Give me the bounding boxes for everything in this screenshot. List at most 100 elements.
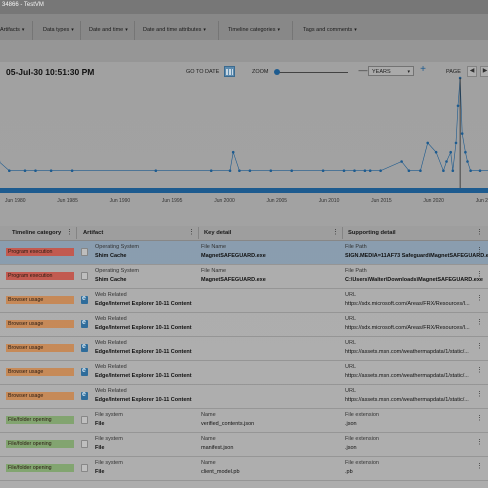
data-point[interactable] <box>342 169 346 172</box>
data-point[interactable] <box>290 169 294 172</box>
key-detail-value: manifest.json <box>201 445 234 451</box>
data-point[interactable] <box>231 150 235 154</box>
calendar-icon[interactable] <box>224 66 235 77</box>
row-more-icon[interactable]: ⋮ <box>476 391 483 398</box>
data-point[interactable] <box>456 104 460 108</box>
artifact-name: File <box>95 421 105 427</box>
timeline-category-badge: Browser usage <box>6 344 74 352</box>
data-point[interactable] <box>434 150 438 154</box>
timeline-axis-band[interactable] <box>0 188 488 193</box>
supporting-detail-label: URL <box>345 388 357 394</box>
data-point[interactable] <box>363 169 367 172</box>
data-point[interactable] <box>478 169 482 172</box>
data-point[interactable] <box>70 169 74 172</box>
row-more-icon[interactable]: ⋮ <box>476 463 483 470</box>
data-point[interactable] <box>400 160 403 163</box>
column-supporting-detail[interactable]: Supporting detail <box>348 230 396 236</box>
key-detail-label: Name <box>201 460 216 466</box>
table-row[interactable]: File/folder opening File system File Name ma… <box>0 433 488 457</box>
supporting-detail-value: .json <box>345 421 357 427</box>
data-point[interactable] <box>426 141 430 145</box>
row-more-icon[interactable]: ⋮ <box>476 439 483 446</box>
filter-date-time-attributes[interactable]: Date and time attributes ▾ <box>143 27 206 33</box>
data-point[interactable] <box>464 150 467 154</box>
data-point[interactable] <box>407 169 411 172</box>
next-page-icon[interactable]: ▶ <box>480 66 488 77</box>
scale-dropdown[interactable]: YEARS ▾ <box>368 66 414 76</box>
data-point[interactable] <box>321 169 325 172</box>
row-more-icon[interactable]: ⋮ <box>476 295 483 302</box>
table-row[interactable]: Browser usage Web Related Edge/Internet Ex… <box>0 313 488 337</box>
artifact-name: File <box>95 445 105 451</box>
timeline-chart[interactable] <box>0 62 488 226</box>
data-point[interactable] <box>238 169 241 172</box>
prev-page-icon[interactable]: ◀ <box>467 66 477 77</box>
filter-label: Timeline categories <box>228 27 276 33</box>
column-menu-icon[interactable]: ⋮ <box>66 229 73 236</box>
table-row[interactable]: File/folder opening File system File Name ve… <box>0 409 488 433</box>
data-point[interactable] <box>451 169 455 172</box>
table-row[interactable]: Browser usage Web Related Edge/Internet Ex… <box>0 385 488 409</box>
timeline-category-badge: File/folder opening <box>6 464 74 472</box>
data-point[interactable] <box>228 169 232 172</box>
data-point[interactable] <box>460 132 464 135</box>
row-more-icon[interactable]: ⋮ <box>476 343 483 350</box>
data-point[interactable] <box>419 169 422 172</box>
data-point[interactable] <box>23 169 27 172</box>
filter-data-types[interactable]: Data types ▾ <box>43 27 74 33</box>
column-menu-icon[interactable]: ⋮ <box>332 229 339 236</box>
document-icon <box>81 248 88 256</box>
column-menu-icon[interactable]: ⋮ <box>188 229 195 236</box>
data-point[interactable] <box>454 141 458 145</box>
data-point[interactable] <box>34 169 37 172</box>
zoom-slider-handle[interactable] <box>274 69 280 75</box>
key-detail-value: client_model.pb <box>201 469 240 475</box>
row-more-icon[interactable]: ⋮ <box>476 247 483 254</box>
filter-artifacts[interactable]: Artifacts ▾ <box>0 27 24 33</box>
data-point[interactable] <box>49 169 53 172</box>
data-point[interactable] <box>449 150 453 154</box>
table-row[interactable]: Browser usage Web Related Edge/Internet Ex… <box>0 361 488 385</box>
filter-date-and-time[interactable]: Date and time ▾ <box>89 27 128 33</box>
data-point[interactable] <box>248 169 252 172</box>
go-to-date-label[interactable]: GO TO DATE <box>186 69 220 75</box>
zoom-in-button[interactable]: + <box>420 64 426 75</box>
column-artifact[interactable]: Artifact <box>83 230 104 236</box>
key-detail-label: File Name <box>201 244 227 250</box>
column-timeline-category[interactable]: Timeline category <box>12 230 62 236</box>
zoom-slider-track[interactable] <box>276 72 348 73</box>
table-row[interactable]: File/folder opening File system File Name cl… <box>0 457 488 481</box>
timeline-category-badge: Browser usage <box>6 368 74 376</box>
table-row[interactable]: Browser usage Web Related Edge/Internet Ex… <box>0 289 488 313</box>
data-point[interactable] <box>469 169 472 172</box>
data-point[interactable] <box>353 169 356 172</box>
table-row[interactable]: Program execution Operating System Shim Ca… <box>0 265 488 289</box>
row-more-icon[interactable]: ⋮ <box>476 319 483 326</box>
supporting-detail-label: URL <box>345 316 357 322</box>
zoom-out-button[interactable]: — <box>358 65 368 75</box>
row-more-icon[interactable]: ⋮ <box>476 367 483 374</box>
data-point[interactable] <box>466 160 469 163</box>
table-row[interactable]: Browser usage Web Related Edge/Internet Ex… <box>0 337 488 361</box>
data-point[interactable] <box>269 169 273 172</box>
data-point[interactable] <box>209 169 213 172</box>
table-row[interactable]: Program execution Operating System Shim Ca… <box>0 241 488 265</box>
data-point[interactable] <box>154 169 158 172</box>
series-line <box>0 77 488 172</box>
data-point[interactable] <box>368 169 372 172</box>
artifact-type: File system <box>95 412 123 418</box>
supporting-detail-value: C:\Users\Walter\Downloads\MagnetSAFEGUAR… <box>345 277 483 283</box>
data-point[interactable] <box>379 169 382 172</box>
data-point[interactable] <box>8 169 11 172</box>
row-more-icon[interactable]: ⋮ <box>476 271 483 278</box>
data-point[interactable] <box>442 169 445 172</box>
chevron-down-icon: ▾ <box>21 27 25 33</box>
data-point[interactable] <box>445 160 448 163</box>
filter-timeline-categories[interactable]: Timeline categories ▾ <box>228 27 280 33</box>
column-menu-icon[interactable]: ⋮ <box>476 229 483 236</box>
row-more-icon[interactable]: ⋮ <box>476 415 483 422</box>
filter-tags-comments[interactable]: Tags and comments ▾ <box>303 27 357 33</box>
column-key-detail[interactable]: Key detail <box>204 230 232 236</box>
artifact-name: Edge/Internet Explorer 10-11 Content <box>95 301 192 307</box>
artifact-name: Edge/Internet Explorer 10-11 Content <box>95 397 192 403</box>
